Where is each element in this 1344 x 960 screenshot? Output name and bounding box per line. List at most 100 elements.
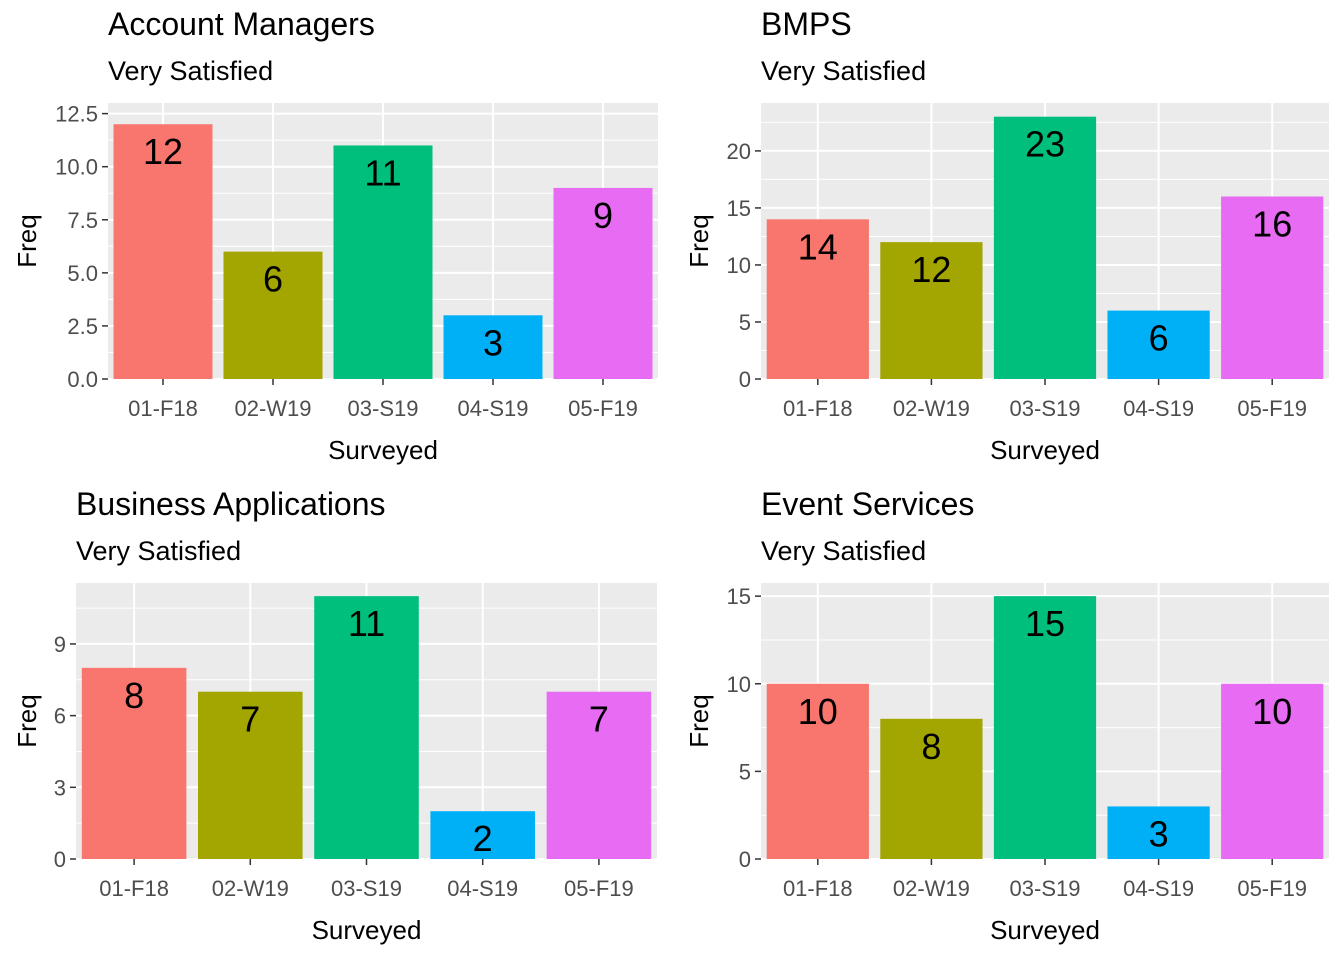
bar-02-W19 (880, 242, 983, 379)
x-tick-label: 02-W19 (893, 876, 970, 901)
bar-05-F19 (1221, 683, 1324, 859)
x-tick-label: 03-S19 (331, 876, 402, 901)
chart-subtitle: Very Satisfied (76, 536, 242, 566)
y-tick-label: 9 (54, 632, 66, 657)
chart-panel-business-applications: Business Applications Very Satisfied 0 3 6… (0, 480, 672, 960)
bar-03-S19 (314, 596, 419, 859)
data-label: 10 (1252, 691, 1292, 732)
y-tick-label: 0.0 (67, 367, 98, 392)
chart-title: BMPS (761, 6, 852, 42)
bar-03-S19 (333, 145, 433, 379)
chart-panel-event-services: Event Services Very Satisfied 0 5 10 15 10 8 1… (672, 480, 1344, 960)
y-tick-label: 12.5 (55, 102, 98, 127)
chart-panel-bmps: BMPS Very Satisfied 0 5 10 15 20 14 12 23 6 16 01-… (672, 0, 1344, 480)
y-tick-label: 15 (727, 196, 751, 221)
y-axis-title: Freq (684, 694, 714, 747)
y-tick-label: 5.0 (67, 261, 98, 286)
x-tick-label: 04-S19 (1123, 396, 1194, 421)
data-label: 23 (1025, 124, 1065, 165)
y-tick-label: 0 (739, 847, 751, 872)
data-label: 12 (143, 131, 183, 172)
bar-chart: 0 5 10 15 20 14 12 23 6 16 01-F18 02-W19 03-S19 04-S1… (684, 103, 1329, 465)
data-label: 14 (798, 226, 838, 267)
y-tick-label: 20 (727, 139, 751, 164)
data-label: 8 (921, 726, 941, 767)
bar-01-F18 (766, 219, 869, 379)
data-label: 8 (124, 675, 144, 716)
x-tick-label: 01-F18 (99, 876, 169, 901)
bar-02-W19 (223, 251, 323, 379)
x-tick-label: 04-S19 (447, 876, 518, 901)
data-label: 16 (1252, 204, 1292, 245)
x-tick-label: 01-F18 (128, 396, 198, 421)
data-label: 7 (589, 699, 609, 740)
bar-05-F19 (546, 691, 652, 859)
bar-04-S19 (1107, 310, 1210, 379)
y-tick-label: 0 (54, 847, 66, 872)
x-tick-label: 05-F19 (1237, 396, 1307, 421)
bar-01-F18 (113, 124, 213, 379)
y-axis-title: Freq (12, 214, 42, 267)
y-tick-label: 3 (54, 775, 66, 800)
x-tick-label: 04-S19 (1123, 876, 1194, 901)
y-tick-label: 10 (727, 672, 751, 697)
bar-04-S19 (443, 315, 543, 379)
x-axis-title: Surveyed (328, 435, 438, 465)
bar-chart: 0 3 6 9 8 7 11 2 7 01-F18 02-W19 03-S19 04-S19 05-F19… (12, 583, 657, 945)
x-tick-label: 01-F18 (783, 396, 853, 421)
data-label: 3 (1149, 813, 1169, 854)
bar-01-F18 (766, 683, 869, 859)
bar-04-S19 (430, 811, 535, 859)
data-label: 11 (348, 603, 385, 644)
y-tick-label: 10.0 (55, 155, 98, 180)
x-tick-label: 02-W19 (212, 876, 289, 901)
x-tick-label: 01-F18 (783, 876, 853, 901)
y-tick-label: 5 (739, 310, 751, 335)
x-tick-label: 03-S19 (1010, 876, 1081, 901)
chart-subtitle: Very Satisfied (108, 56, 274, 86)
bar-03-S19 (993, 596, 1097, 859)
bar-02-W19 (198, 691, 303, 859)
x-tick-label: 05-F19 (564, 876, 634, 901)
x-axis-title: Surveyed (312, 915, 422, 945)
y-tick-label: 10 (727, 253, 751, 278)
y-tick-label: 2.5 (67, 314, 98, 339)
chart-panel-account-managers: Account Managers Very Satisfied 0.0 2.5 5.… (0, 0, 672, 480)
data-label: 6 (1149, 318, 1169, 359)
chart-subtitle: Very Satisfied (761, 536, 927, 566)
chart-subtitle: Very Satisfied (761, 56, 927, 86)
x-tick-label: 05-F19 (568, 396, 638, 421)
x-tick-label: 03-S19 (348, 396, 419, 421)
data-label: 6 (263, 259, 283, 300)
x-tick-label: 03-S19 (1010, 396, 1081, 421)
y-axis-title: Freq (12, 694, 42, 747)
chart-title: Business Applications (76, 486, 386, 522)
x-tick-label: 05-F19 (1237, 876, 1307, 901)
y-tick-label: 7.5 (67, 208, 98, 233)
bar-01-F18 (81, 667, 187, 859)
data-label: 11 (364, 152, 401, 193)
y-tick-label: 5 (739, 759, 751, 784)
chart-title: Account Managers (108, 6, 375, 42)
y-tick-label: 0 (739, 367, 751, 392)
y-tick-label: 6 (54, 704, 66, 729)
bar-05-F19 (1221, 196, 1324, 379)
data-label: 2 (473, 818, 493, 859)
x-tick-label: 02-W19 (893, 396, 970, 421)
bar-05-F19 (553, 187, 653, 379)
chart-title: Event Services (761, 486, 975, 522)
x-tick-label: 02-W19 (234, 396, 311, 421)
x-axis-title: Surveyed (990, 435, 1100, 465)
bar-chart: 0 5 10 15 10 8 15 3 10 01-F18 02-W19 03-S19 04-S19 05… (684, 583, 1329, 945)
bar-03-S19 (993, 116, 1097, 380)
x-axis-title: Surveyed (990, 915, 1100, 945)
y-tick-label: 15 (727, 584, 751, 609)
data-label: 12 (911, 249, 951, 290)
bar-02-W19 (880, 718, 983, 859)
bar-chart: 0.0 2.5 5.0 7.5 10.0 12.5 12 6 11 3 9 01-F18 02-W19 0… (12, 102, 658, 465)
x-tick-label: 04-S19 (458, 396, 529, 421)
data-label: 7 (240, 699, 260, 740)
data-label: 15 (1025, 603, 1065, 644)
data-label: 10 (798, 691, 838, 732)
y-axis-title: Freq (684, 214, 714, 267)
